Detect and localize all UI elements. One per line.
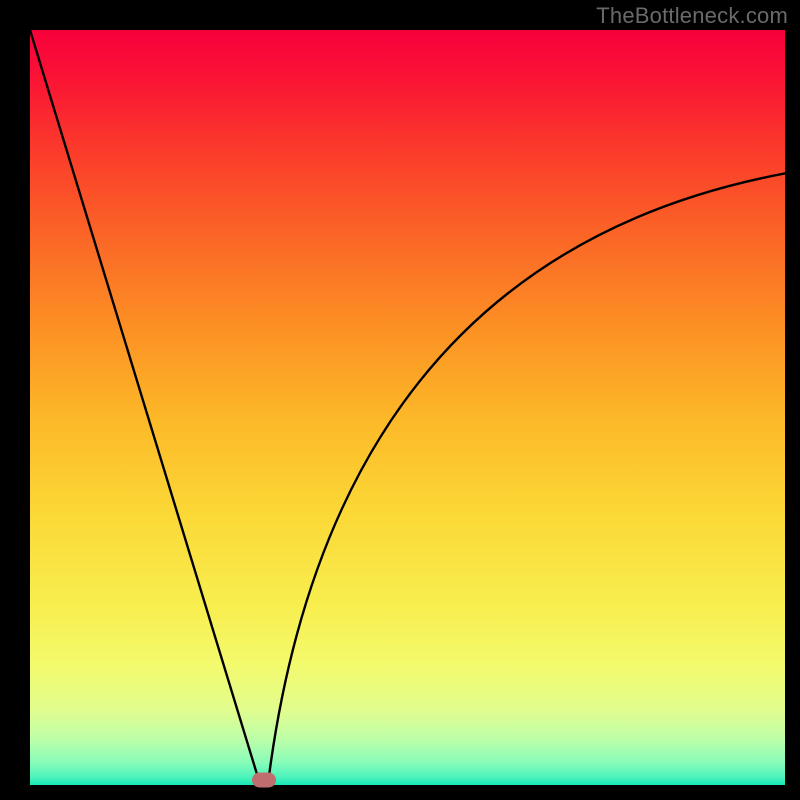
optimal-point-marker	[252, 772, 276, 787]
bottleneck-curve	[30, 30, 785, 785]
curve-path	[30, 30, 785, 785]
watermark-text: TheBottleneck.com	[596, 3, 788, 29]
chart-plot-area	[30, 30, 785, 785]
